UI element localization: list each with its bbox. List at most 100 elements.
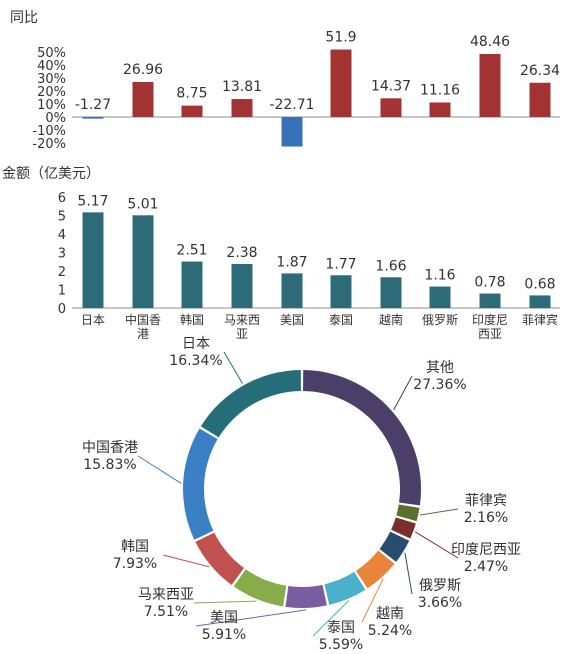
donut-slice-name: 泰国 (327, 620, 355, 636)
amount-value-label: 1.16 (424, 268, 455, 284)
amount-bar (380, 277, 402, 308)
donut-slice-name: 菲律宾 (465, 493, 507, 509)
donut-slice-name: 日本 (182, 336, 210, 352)
donut-slice-percent: 2.47% (464, 559, 508, 575)
donut-slice-name: 印度尼西亚 (451, 542, 521, 558)
yoy-bar (429, 102, 451, 117)
yoy-value-label: 8.75 (176, 86, 207, 102)
amount-y-tick-label: 2 (58, 265, 66, 280)
yoy-bars (82, 49, 551, 147)
donut-leader-line (361, 578, 384, 623)
donut-slice (391, 517, 416, 539)
yoy-value-label: -22.71 (269, 97, 314, 113)
amount-value-label: 1.77 (325, 256, 356, 272)
donut-slice (195, 532, 245, 585)
amount-bar (82, 212, 104, 308)
amount-bars (82, 212, 551, 308)
amount-chart: 金额（亿美元） 6 5 4 3 2 1 0 5.17 5.01 2.51 2.38 1.87 1.77… (2, 166, 560, 341)
amount-y-tick-label: 0 (58, 302, 66, 317)
amount-category-label: 俄罗斯 (422, 313, 458, 327)
amount-category-label: 菲律宾 (522, 312, 558, 327)
amount-y-tick-label: 6 (58, 191, 66, 206)
donut-slice-percent: 16.34% (169, 353, 222, 369)
yoy-bar (132, 81, 154, 117)
amount-y-tick-label: 3 (58, 247, 66, 262)
donut-slice-name: 韩国 (121, 539, 149, 555)
donut-leader-line (312, 600, 350, 637)
yoy-value-label: 26.96 (123, 62, 163, 78)
donut-slice (396, 504, 420, 522)
yoy-y-tick-label: 30% (37, 72, 66, 87)
amount-bar (529, 295, 551, 308)
donut-slice (182, 428, 218, 540)
yoy-y-tick-label: 0% (45, 111, 66, 126)
yoy-y-tick-label: -20% (32, 137, 66, 152)
amount-category-label: 中国香 (125, 312, 161, 327)
amount-category-label: 亚 (236, 327, 248, 341)
amount-value-label: 2.38 (226, 245, 257, 261)
donut-slice-name: 马来西亚 (138, 587, 194, 603)
amount-value-label: 5.01 (127, 196, 158, 212)
amount-value-label: 0.68 (524, 276, 555, 292)
yoy-bar (529, 82, 551, 117)
amount-category-label: 港 (137, 327, 149, 341)
amount-bar (132, 215, 154, 308)
yoy-y-tick-label: 20% (37, 85, 66, 100)
amount-bar (231, 263, 253, 308)
amount-bar (330, 275, 352, 308)
amount-value-labels: 5.17 5.01 2.51 2.38 1.87 1.77 1.66 1.16 0.78 0.68 (77, 193, 555, 292)
donut-leader-line (162, 554, 210, 568)
amount-value-label: 1.66 (375, 258, 406, 274)
yoy-value-label: -1.27 (75, 97, 111, 113)
donut-slice (285, 584, 327, 609)
amount-y-tick-label: 4 (58, 228, 66, 243)
donut-leader-line (137, 455, 182, 484)
yoy-y-tick-label: -10% (32, 124, 66, 139)
amount-category-label: 越南 (379, 312, 403, 327)
donut-slice (200, 370, 301, 438)
yoy-y-tick-label: 40% (37, 59, 66, 74)
donut-slice (233, 569, 287, 607)
amount-bar (181, 261, 203, 308)
yoy-y-tick-label: 10% (37, 98, 66, 113)
amount-category-label: 印度尼 (472, 312, 508, 327)
amount-value-label: 5.17 (77, 193, 108, 209)
donut-slice-percent: 7.51% (144, 604, 188, 620)
amount-y-tick-label: 1 (58, 284, 66, 299)
amount-category-label: 马来西 (224, 313, 260, 327)
donut-slice-percent: 15.83% (83, 457, 136, 473)
amount-category-label: 美国 (280, 313, 304, 327)
yoy-value-label: 48.46 (470, 34, 510, 50)
yoy-value-label: 26.34 (520, 63, 560, 79)
donut-slice-name: 美国 (210, 610, 238, 626)
amount-category-label: 韩国 (180, 312, 204, 327)
yoy-bar (231, 99, 253, 117)
donut-slice-percent: 7.93% (113, 556, 157, 572)
yoy-chart-title: 同比 (10, 10, 38, 26)
amount-category-label: 西亚 (478, 327, 502, 341)
donut-leader-line (193, 600, 257, 604)
yoy-bar (82, 117, 104, 119)
amount-category-labels: 日本 中国香港 韩国 马来西亚 美国 泰国 越南 俄罗斯 印度尼西亚 菲律宾 (81, 312, 558, 341)
donut-leader-line (420, 508, 459, 516)
donut-leader-lines (137, 351, 459, 637)
yoy-value-label: 11.16 (420, 82, 460, 98)
donut-slice (379, 531, 410, 562)
donut-leader-line (414, 531, 459, 559)
yoy-growth-chart: 同比 50%40%30%20%10%0%-10%-20% -1.27 26.96 8… (10, 10, 560, 152)
yoy-y-tick-label: 50% (37, 46, 66, 61)
donut-slice (324, 571, 366, 605)
amount-y-tick-label: 5 (58, 210, 66, 225)
amount-category-label: 日本 (81, 313, 105, 327)
donut-slice-name: 中国香港 (82, 440, 138, 456)
donut-slice-name: 越南 (376, 606, 404, 622)
yoy-bar (479, 54, 501, 117)
donut-slice (355, 550, 395, 589)
donut-slice-percent: 3.66% (418, 595, 462, 611)
amount-value-label: 2.51 (176, 243, 207, 259)
donut-leader-line (404, 552, 413, 595)
donut-leader-line (393, 375, 413, 411)
